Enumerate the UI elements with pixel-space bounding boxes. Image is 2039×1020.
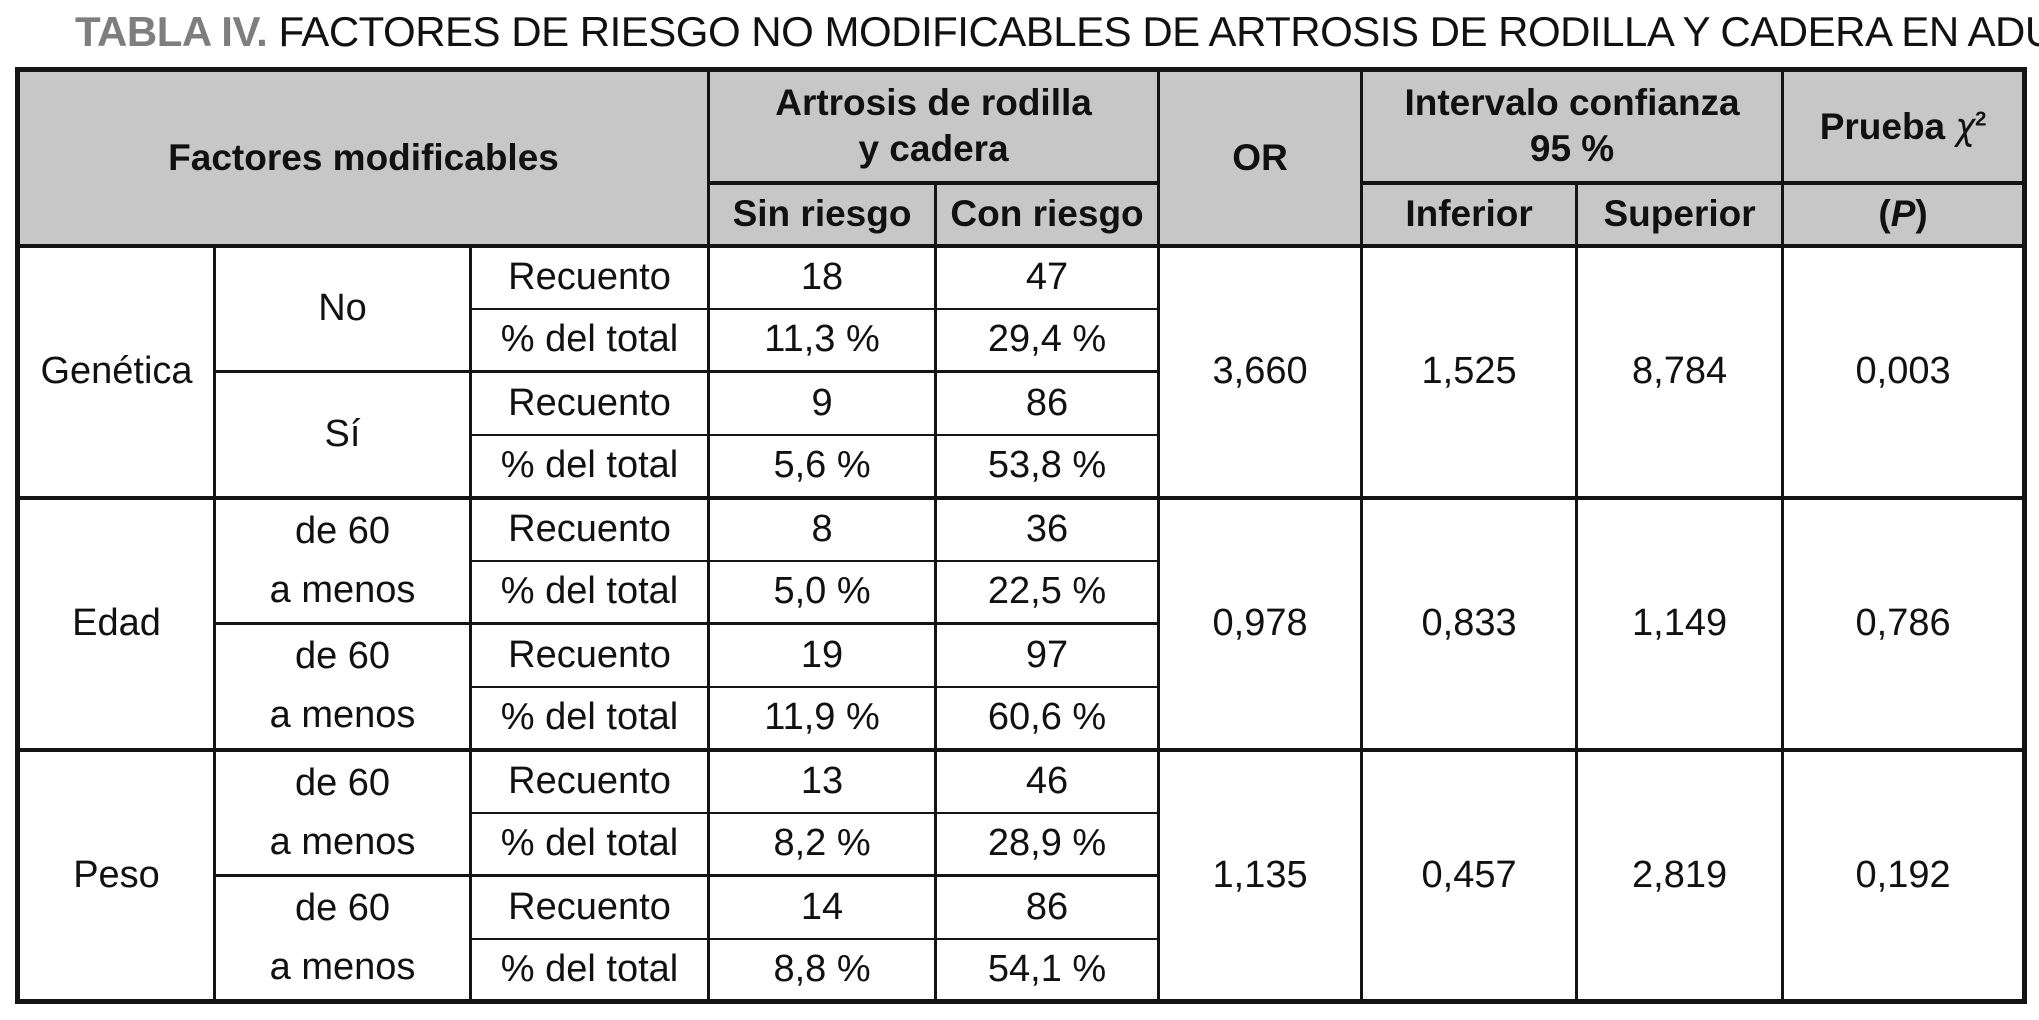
p-letter: P — [1890, 193, 1916, 234]
cell-con-riesgo-value: 47 — [934, 243, 1161, 310]
cell-con-riesgo-value: 97 — [934, 622, 1161, 688]
chi-symbol: χ — [1955, 104, 1976, 148]
header-or: OR — [1157, 68, 1364, 248]
table-row: Sí Recuento 9 86 — [18, 370, 2025, 499]
cell-p-value: 0,786 — [1781, 495, 2027, 751]
cell-p-value: 0,192 — [1781, 747, 2027, 1003]
cell-con-riesgo-value: 86 — [934, 370, 1161, 436]
cell-con-riesgo-value: 22,5 % — [934, 559, 1161, 625]
cell-sin-riesgo-value: 18 — [707, 243, 938, 310]
cell-sin-riesgo-value: 5,0 % — [707, 559, 938, 625]
cell-ic-inferior-value: 1,525 — [1360, 243, 1579, 499]
cell-measure-label: Recuento — [468, 747, 711, 814]
cell-sin-riesgo-value: 11,3 % — [707, 307, 938, 373]
cell-con-riesgo-value: 28,9 % — [934, 811, 1161, 877]
cell-ic-superior-value: 2,819 — [1575, 747, 1785, 1003]
table-title-text: FACTORES DE RIESGO NO MODIFICABLES DE AR… — [278, 8, 2039, 55]
header-p: (P) — [1781, 181, 2027, 248]
header-superior: Superior — [1575, 181, 1785, 248]
cell-or-value: 0,978 — [1157, 495, 1364, 751]
table-row: % del total 11,3 % 29,4 % — [18, 307, 2025, 373]
cell-measure-label: % del total — [468, 937, 711, 1003]
header-prueba-chi2: Prueba χ2 — [1781, 68, 2027, 185]
cell-ic-superior-value: 8,784 — [1575, 243, 1785, 499]
cell-level: Sí — [213, 370, 472, 499]
cell-measure-label: Recuento — [468, 622, 711, 688]
cell-sin-riesgo-value: 13 — [707, 747, 938, 814]
cell-con-riesgo-value: 29,4 % — [934, 307, 1161, 373]
cell-sin-riesgo-value: 8 — [707, 495, 938, 562]
cell-measure-label: % del total — [468, 685, 711, 751]
cell-ic-inferior-value: 0,833 — [1360, 495, 1579, 751]
cell-measure-label: % del total — [468, 433, 711, 499]
cell-level: de 60 a menos — [213, 747, 472, 877]
cell-measure-label: Recuento — [468, 370, 711, 436]
cell-factor-genetica: Genética — [16, 243, 216, 499]
cell-p-value: 0,003 — [1781, 243, 2027, 499]
cell-or-value: 3,660 — [1157, 243, 1364, 499]
cell-measure-label: % del total — [468, 307, 711, 373]
table-row: % del total 11,9 % 60,6 % — [18, 685, 2025, 751]
cell-sin-riesgo-value: 5,6 % — [707, 433, 938, 499]
header-sin-riesgo: Sin riesgo — [707, 181, 938, 248]
header-factores-modificables: Factores modificables — [15, 68, 711, 248]
p-paren-close: ) — [1915, 193, 1928, 234]
header-intervalo-confianza: Intervalo confianza 95 % — [1360, 68, 1785, 185]
cell-sin-riesgo-value: 9 — [707, 370, 938, 436]
cell-level: No — [213, 243, 472, 373]
cell-sin-riesgo-value: 11,9 % — [707, 685, 938, 751]
cell-level: de 60 a menos — [213, 622, 472, 751]
header-artrosis-rodilla-cadera: Artrosis de rodilla y cadera — [707, 68, 1161, 185]
table-row: Peso de 60 a menos Recuento 13 46 1,135 … — [16, 747, 2027, 1003]
cell-sin-riesgo-value: 8,8 % — [707, 937, 938, 1003]
cell-sin-riesgo-value: 8,2 % — [707, 811, 938, 877]
table-row: Genética No Recuento 18 47 3,660 1,525 8… — [16, 243, 2027, 499]
header-inferior: Inferior — [1360, 181, 1579, 248]
table-row: % del total 8,2 % 28,9 % — [18, 811, 2025, 877]
header-con-riesgo: Con riesgo — [934, 181, 1161, 248]
table-row: % del total 8,8 % 54,1 % — [18, 937, 2025, 1003]
table-row: Edad de 60 a menos Recuento 8 36 0,978 0… — [16, 495, 2027, 751]
cell-measure-label: % del total — [468, 811, 711, 877]
table-row: de 60 a menos Recuento 19 97 — [18, 622, 2025, 751]
cell-ic-inferior-value: 0,457 — [1360, 747, 1579, 1003]
header-prueba-label: Prueba — [1819, 105, 1956, 147]
table-row: % del total 5,6 % 53,8 % — [18, 433, 2025, 499]
cell-con-riesgo-value: 53,8 % — [934, 433, 1161, 499]
cell-measure-label: Recuento — [468, 495, 711, 562]
table-title-label: TABLA IV. — [75, 8, 268, 55]
risk-factors-table: Factores modificables Artrosis de rodill… — [15, 67, 2028, 1004]
cell-con-riesgo-value: 46 — [934, 747, 1161, 814]
cell-measure-label: % del total — [468, 559, 711, 625]
header-row-1: Factores modificables Artrosis de rodill… — [15, 68, 2027, 248]
table-title: TABLA IV. FACTORES DE RIESGO NO MODIFICA… — [75, 8, 2039, 56]
header-row-2: Sin riesgo Con riesgo Inferior Superior … — [18, 181, 2027, 248]
cell-measure-label: Recuento — [468, 874, 711, 940]
cell-level: de 60 a menos — [213, 495, 472, 625]
cell-factor-peso: Peso — [16, 747, 216, 1003]
cell-con-riesgo-value: 54,1 % — [934, 937, 1161, 1003]
p-paren-open: ( — [1878, 193, 1891, 234]
cell-or-value: 1,135 — [1157, 747, 1364, 1003]
cell-level: de 60 a menos — [213, 874, 472, 1003]
cell-measure-label: Recuento — [468, 243, 711, 310]
table-row: de 60 a menos Recuento 14 86 — [18, 874, 2025, 1003]
cell-sin-riesgo-value: 14 — [707, 874, 938, 940]
cell-con-riesgo-value: 86 — [934, 874, 1161, 940]
cell-ic-superior-value: 1,149 — [1575, 495, 1785, 751]
cell-con-riesgo-value: 36 — [934, 495, 1161, 562]
table-row: % del total 5,0 % 22,5 % — [18, 559, 2025, 625]
cell-sin-riesgo-value: 19 — [707, 622, 938, 688]
cell-factor-edad: Edad — [16, 495, 216, 751]
chi-exponent: 2 — [1975, 108, 1987, 131]
cell-con-riesgo-value: 60,6 % — [934, 685, 1161, 751]
